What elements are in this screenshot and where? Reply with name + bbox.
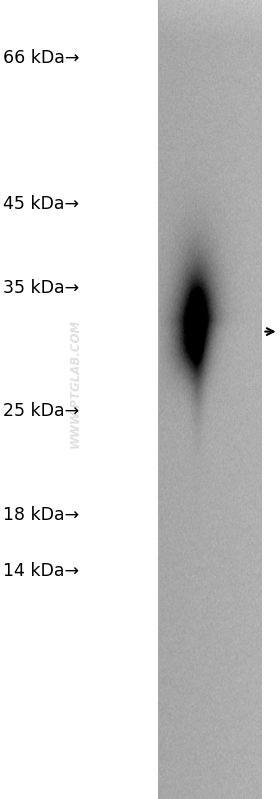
Text: 14 kDa→: 14 kDa→ [3,562,79,580]
Text: 25 kDa→: 25 kDa→ [3,403,79,420]
Text: 35 kDa→: 35 kDa→ [3,279,79,296]
Text: WWW.PTGLAB.COM: WWW.PTGLAB.COM [69,319,82,448]
Text: 66 kDa→: 66 kDa→ [3,50,79,67]
Bar [0,0,158,799]
Text: 45 kDa→: 45 kDa→ [3,195,79,213]
Text: 18 kDa→: 18 kDa→ [3,507,79,524]
